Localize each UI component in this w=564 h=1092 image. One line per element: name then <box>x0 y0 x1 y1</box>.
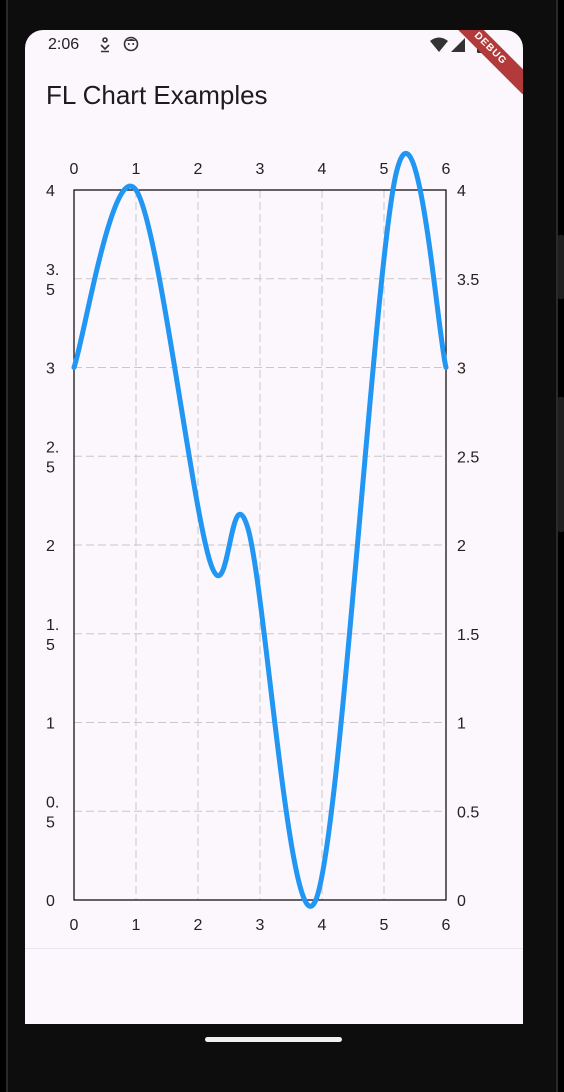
y-tick-label-left: 1 <box>46 716 55 733</box>
x-tick-label-bottom: 4 <box>318 917 327 934</box>
gesture-navigation-handle[interactable] <box>205 1037 342 1042</box>
x-tick-label-bottom: 0 <box>70 917 79 934</box>
x-tick-label-top: 4 <box>318 161 327 178</box>
y-tick-label-left: 4 <box>46 183 55 200</box>
y-tick-label-right: 3.5 <box>457 272 479 289</box>
x-tick-label-top: 5 <box>380 161 389 178</box>
x-tick-label-bottom: 5 <box>380 917 389 934</box>
y-tick-label-right: 0.5 <box>457 804 479 821</box>
x-tick-label-top: 6 <box>442 161 451 178</box>
y-tick-label-left: 0. 5 <box>46 794 59 831</box>
y-tick-label-right: 2 <box>457 538 466 555</box>
y-tick-label-right: 1 <box>457 716 466 733</box>
y-tick-label-left: 2 <box>46 538 55 555</box>
x-tick-label-bottom: 1 <box>132 917 141 934</box>
status-time: 2:06 <box>48 36 80 53</box>
y-tick-label-left: 2. 5 <box>46 439 59 476</box>
power-button[interactable] <box>558 235 564 299</box>
chart-border <box>73 189 447 901</box>
signal-icon <box>451 38 465 52</box>
x-tick-label-top: 1 <box>132 161 141 178</box>
download-notification-icon <box>100 37 110 53</box>
app-title: FL Chart Examples <box>46 80 268 110</box>
bottom-divider <box>25 948 523 949</box>
y-tick-label-left: 3. 5 <box>46 262 59 299</box>
y-tick-label-left: 0 <box>46 893 55 910</box>
y-tick-label-right: 1.5 <box>457 627 479 644</box>
y-tick-label-right: 2.5 <box>457 449 479 466</box>
y-tick-label-left: 1. 5 <box>46 617 59 654</box>
series-line <box>71 150 449 909</box>
x-tick-label-top: 2 <box>194 161 203 178</box>
x-tick-label-bottom: 2 <box>194 917 203 934</box>
wifi-icon <box>430 37 448 52</box>
face-notification-icon <box>123 36 139 52</box>
y-tick-label-right: 4 <box>457 183 466 200</box>
x-tick-label-bottom: 3 <box>256 917 265 934</box>
x-tick-label-top: 3 <box>256 161 265 178</box>
y-tick-label-left: 3 <box>46 361 55 378</box>
x-tick-label-bottom: 6 <box>442 917 451 934</box>
status-bar: 2:06 DEBUG <box>25 30 523 95</box>
volume-button[interactable] <box>558 397 564 532</box>
x-tick-label-top: 0 <box>70 161 79 178</box>
y-tick-label-right: 0 <box>457 893 466 910</box>
y-tick-label-right: 3 <box>457 361 466 378</box>
